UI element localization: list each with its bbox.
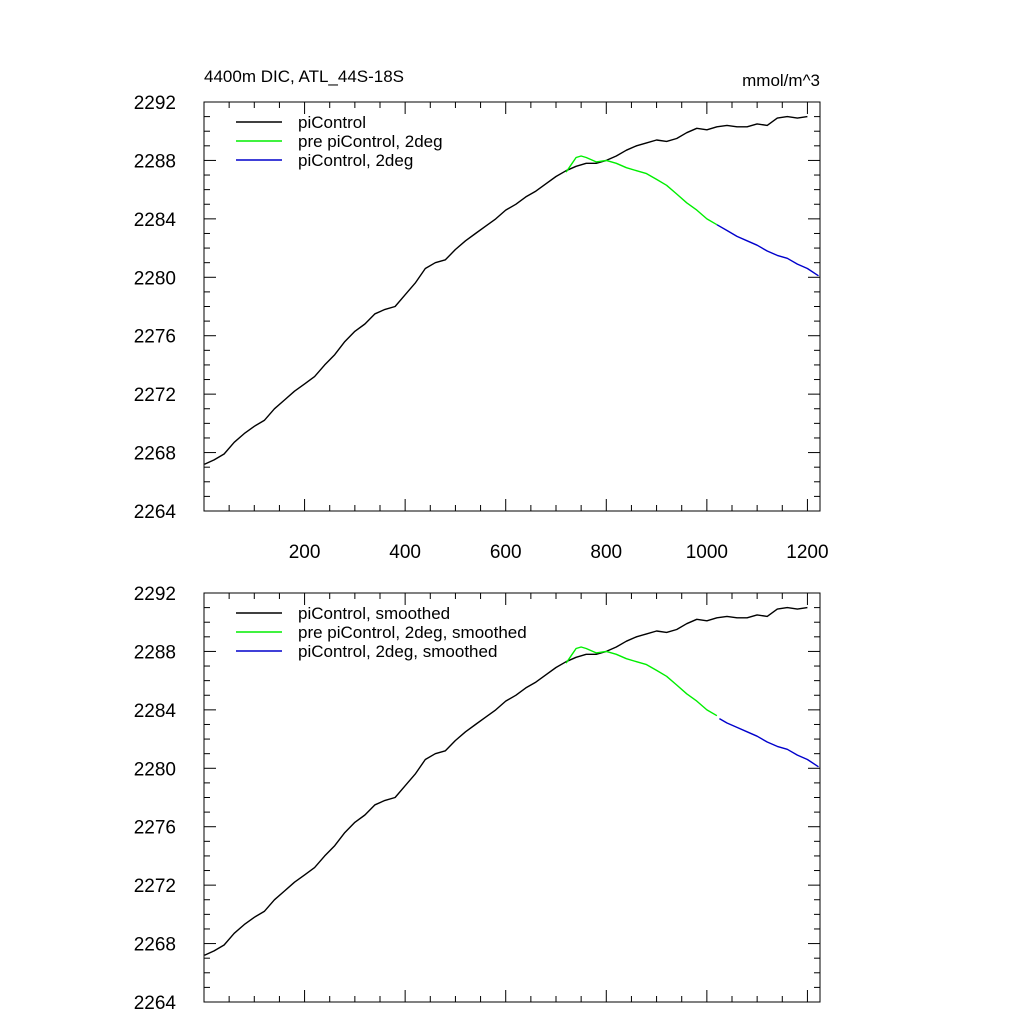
units-label: mmol/m^3: [742, 71, 820, 90]
series-line-piControl: [204, 606, 808, 956]
y-tick-label: 2280: [134, 268, 176, 289]
plot-frame: [203, 101, 821, 512]
legend-label: piControl, 2deg: [298, 151, 413, 170]
plot-frame: [203, 592, 821, 1003]
y-tick-label: 2288: [134, 642, 176, 663]
legend-label: pre piControl, 2deg, smoothed: [298, 623, 527, 642]
y-tick-label: 2288: [134, 151, 176, 172]
legend-label: piControl: [298, 113, 366, 132]
y-tick-label: 2272: [134, 385, 176, 406]
series-line-pre-piControl-2deg: [565, 155, 718, 226]
y-tick-label: 2284: [134, 701, 177, 722]
y-tick-label: 2292: [134, 584, 176, 605]
y-tick-label: 2264: [134, 993, 177, 1014]
series-line-piControl: [204, 115, 808, 465]
y-tick-label: 2276: [134, 818, 176, 839]
legend-label: pre piControl, 2deg: [298, 132, 443, 151]
series-line-piControl-2deg: [719, 717, 819, 768]
y-tick-label: 2268: [134, 444, 176, 465]
x-tick-label: 800: [590, 542, 622, 563]
y-tick-label: 2292: [134, 93, 176, 114]
panel-smoothed: 2264 2268 2272 2276 2280 2284 2288 2292 piContro…: [134, 584, 821, 1014]
x-tick-label: 1000: [686, 542, 728, 563]
y-tick-label: 2264: [134, 502, 177, 523]
series-line-piControl-2deg: [716, 224, 819, 277]
panel-raw: 2264 2268 2272 2276 2280 2284 2288 2292 200 400 60…: [134, 93, 829, 563]
y-tick-label: 2268: [134, 935, 176, 956]
y-tick-label: 2284: [134, 210, 177, 231]
x-tick-label: 1200: [786, 542, 828, 563]
x-tick-label: 600: [490, 542, 522, 563]
y-tick-label: 2280: [134, 759, 176, 780]
y-tick-label: 2272: [134, 876, 176, 897]
chart-title: 4400m DIC, ATL_44S-18S: [204, 67, 404, 86]
legend-label: piControl, smoothed: [298, 604, 450, 623]
x-tick-label: 200: [289, 542, 321, 563]
legend-label: piControl, 2deg, smoothed: [298, 642, 497, 661]
x-tick-label: 400: [389, 542, 421, 563]
series-line-pre-piControl-2deg: [565, 646, 718, 717]
y-tick-label: 2276: [134, 327, 176, 348]
